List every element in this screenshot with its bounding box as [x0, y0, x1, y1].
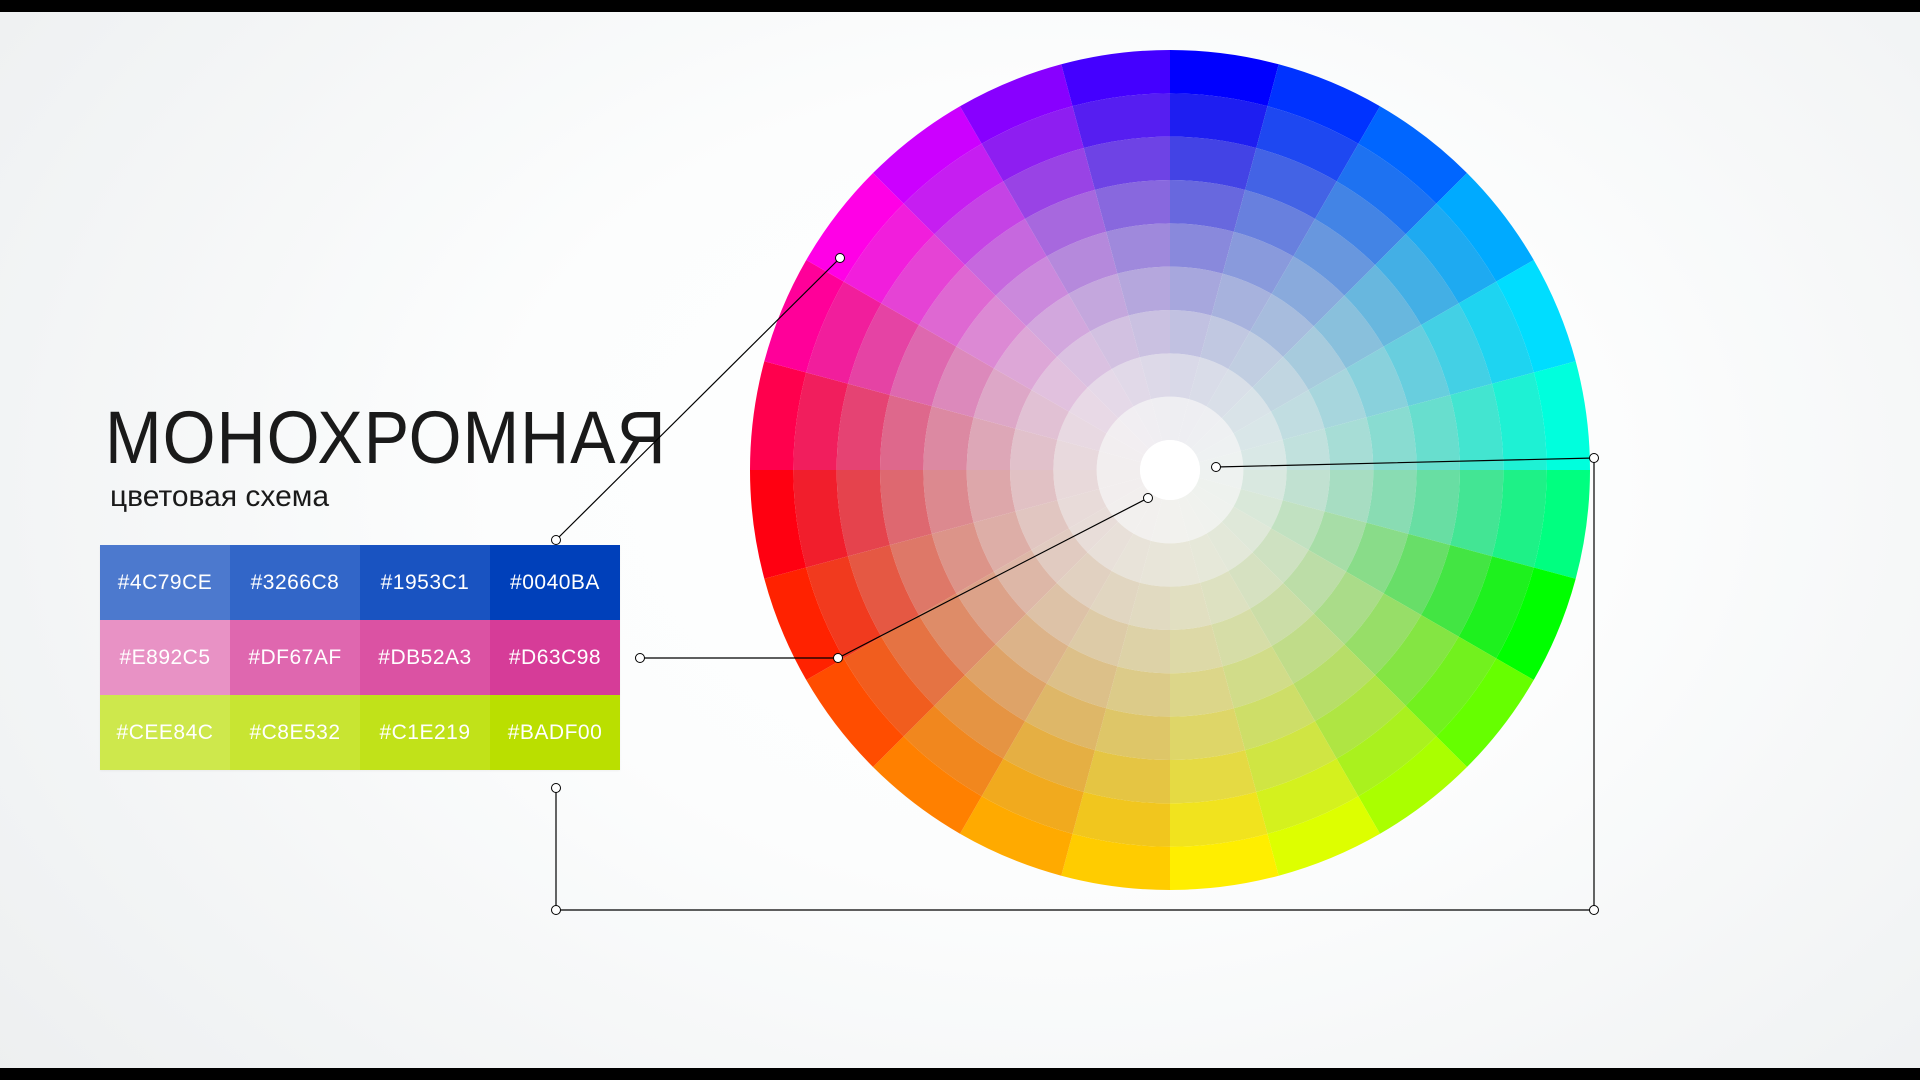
swatch-row: #CEE84C#C8E532#C1E219#BADF00: [100, 695, 620, 770]
swatch-row: #4C79CE#3266C8#1953C1#0040BA: [100, 545, 620, 620]
swatch-row: #E892C5#DF67AF#DB52A3#D63C98: [100, 620, 620, 695]
swatch-cell: #CEE84C: [100, 695, 230, 770]
swatch-cell: #0040BA: [490, 545, 620, 620]
page-title: МОНОХРОМНАЯ: [105, 395, 667, 480]
swatch-table: #4C79CE#3266C8#1953C1#0040BA#E892C5#DF67…: [100, 545, 620, 770]
swatch-cell: #E892C5: [100, 620, 230, 695]
page-subtitle: цветовая схема: [110, 480, 329, 514]
swatch-cell: #DF67AF: [230, 620, 360, 695]
color-wheel: [750, 50, 1590, 890]
swatch-cell: #1953C1: [360, 545, 490, 620]
letterbox-bottom: [0, 1068, 1920, 1080]
swatch-cell: #C1E219: [360, 695, 490, 770]
swatch-cell: #D63C98: [490, 620, 620, 695]
swatch-cell: #DB52A3: [360, 620, 490, 695]
swatch-cell: #C8E532: [230, 695, 360, 770]
letterbox-top: [0, 0, 1920, 12]
swatch-cell: #3266C8: [230, 545, 360, 620]
swatch-cell: #4C79CE: [100, 545, 230, 620]
swatch-cell: #BADF00: [490, 695, 620, 770]
